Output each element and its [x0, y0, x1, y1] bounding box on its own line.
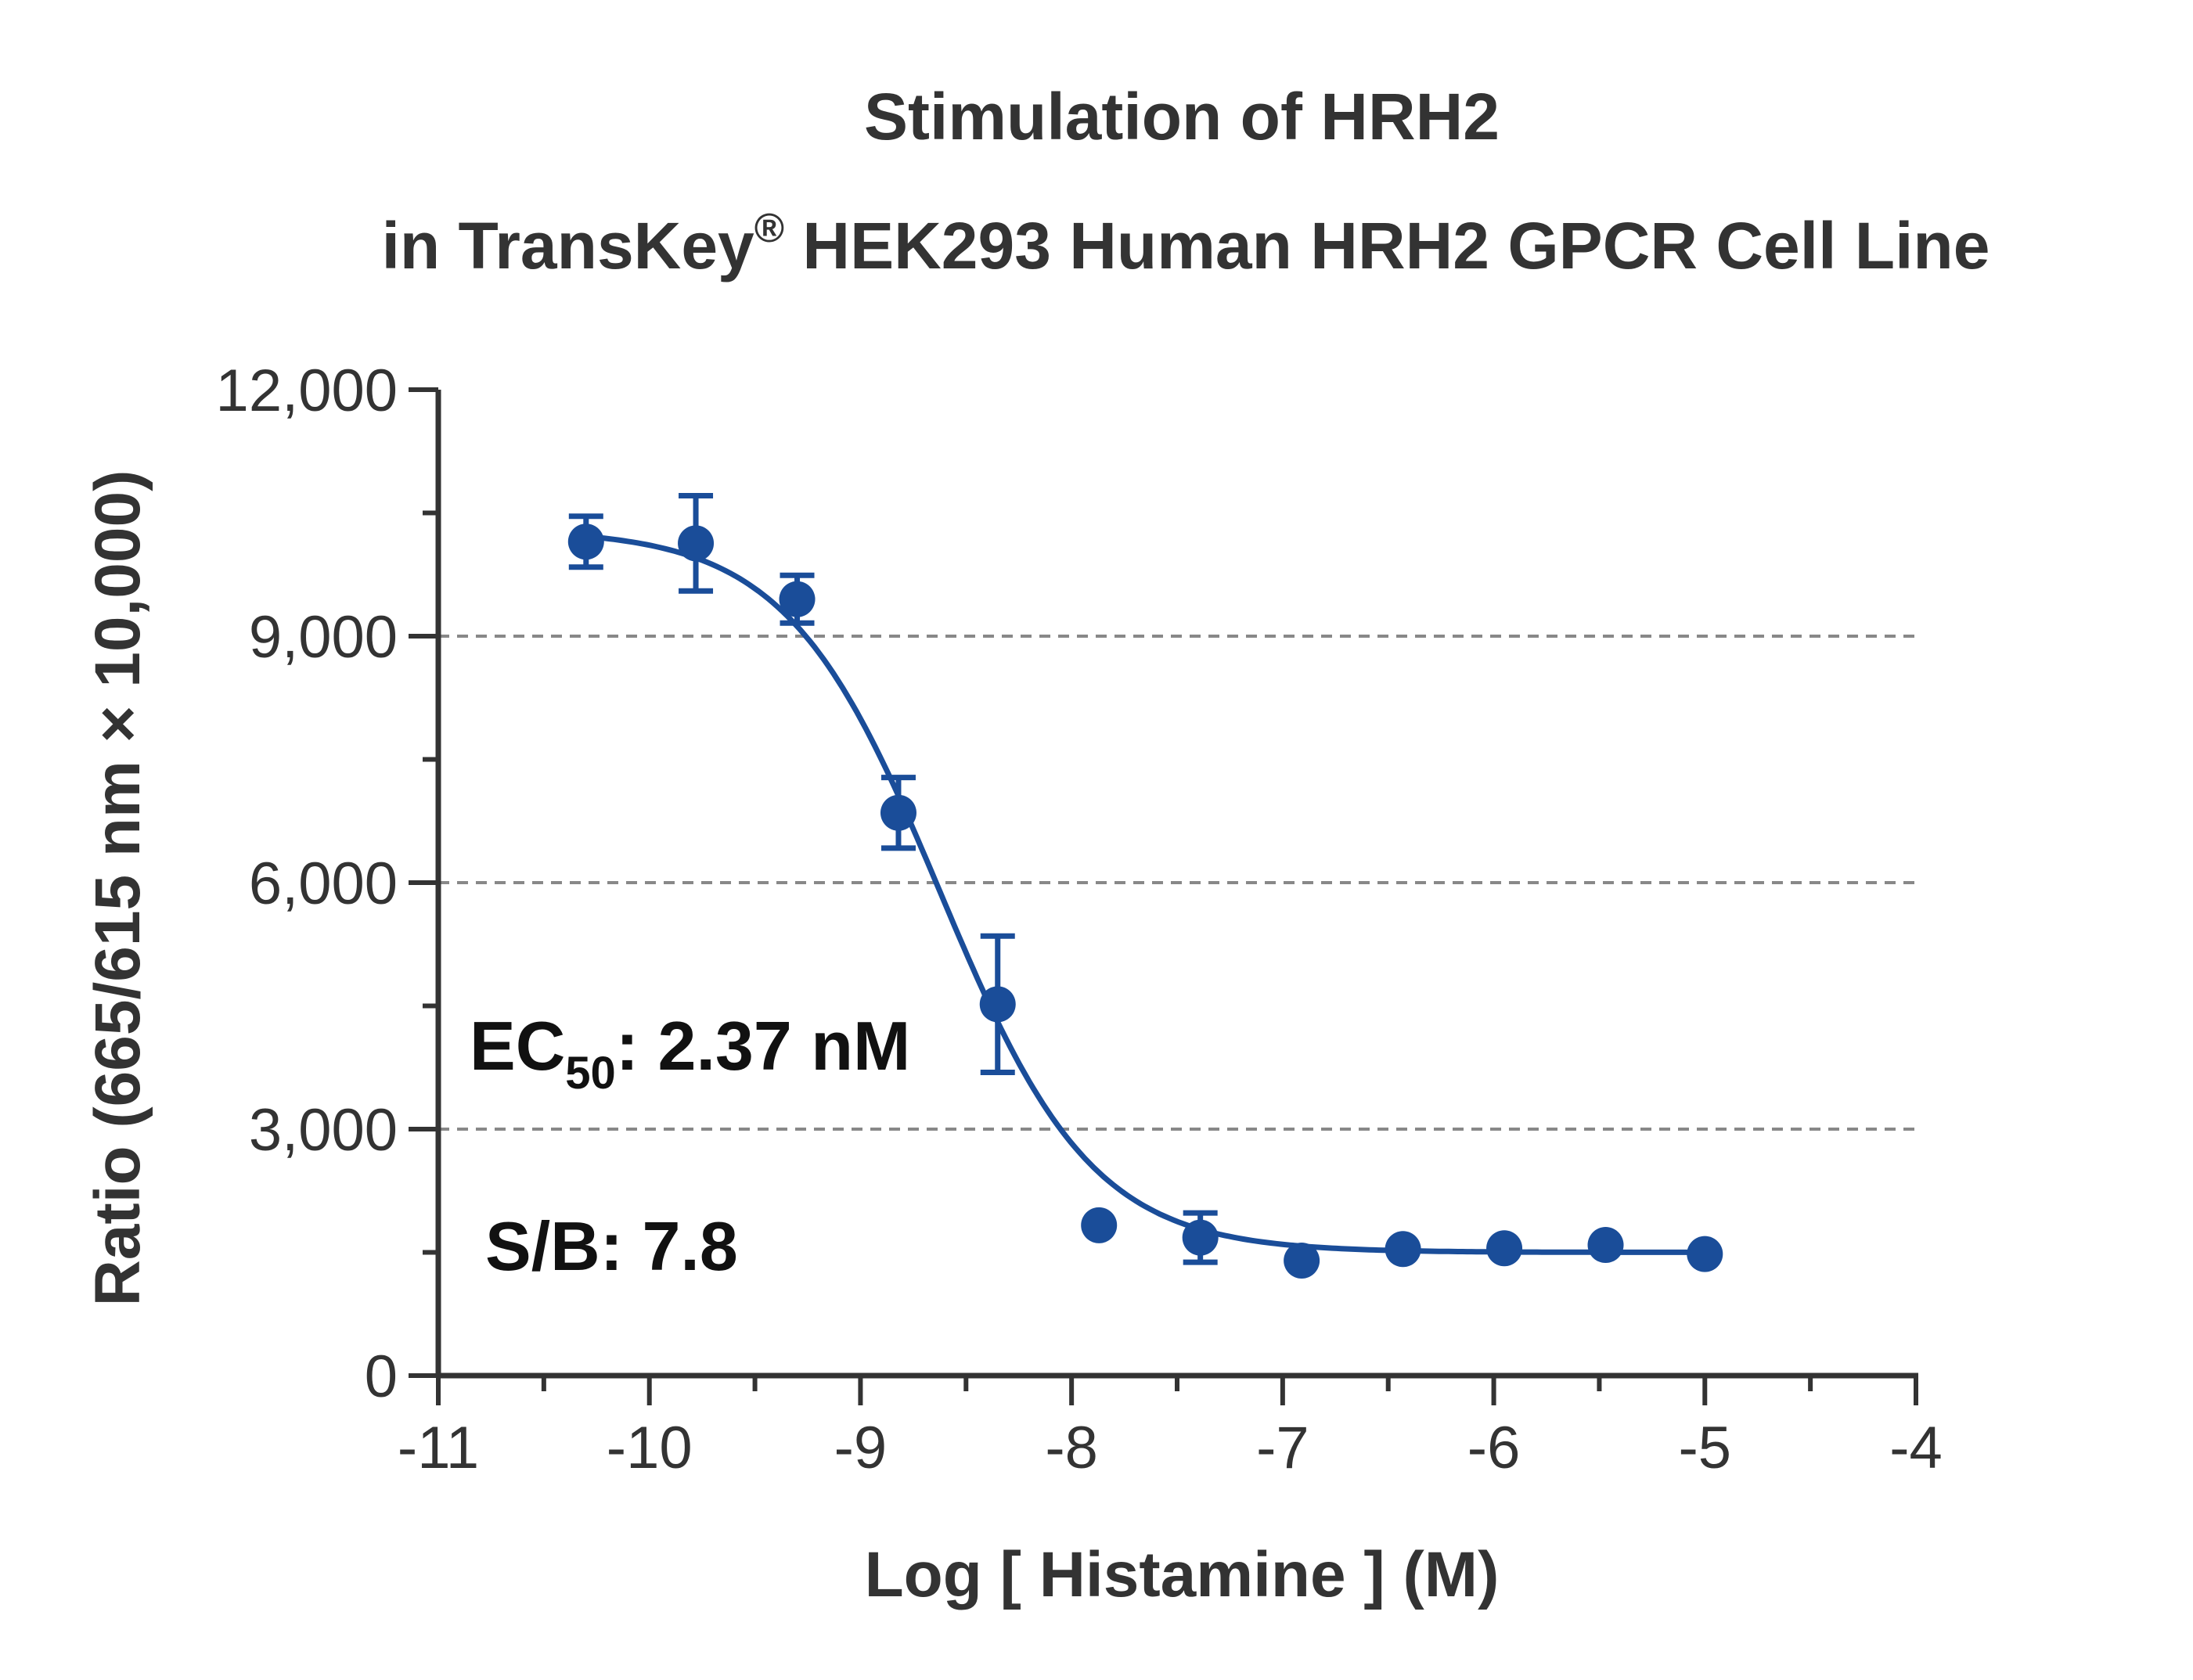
data-point: [1182, 1219, 1219, 1256]
data-point: [1081, 1207, 1118, 1243]
x-tick-label: -4: [1889, 1415, 1943, 1481]
y-axis-title: Ratio (665/615 nm × 10,000): [82, 470, 153, 1307]
chart-title: Stimulation of HRH2: [864, 80, 1500, 153]
data-point: [979, 986, 1016, 1023]
y-axis-ticks: 0 3,000 6,000 9,000 12,000: [216, 358, 438, 1410]
error-bars: [568, 492, 1218, 1265]
data-point: [779, 581, 816, 617]
data-point: [880, 794, 916, 831]
data-point: [678, 525, 715, 562]
data-point: [567, 523, 604, 560]
data-point: [1385, 1231, 1421, 1268]
x-axis-ticks: -11 -10 -9 -8 -7 -6 -5 -4: [398, 1376, 1943, 1481]
x-tick-label: -5: [1678, 1415, 1731, 1481]
subtitle-text-before: in TransKey: [382, 209, 754, 282]
x-tick-label: -7: [1256, 1415, 1309, 1481]
y-tick-label: 3,000: [249, 1097, 398, 1164]
x-tick-label: -8: [1045, 1415, 1098, 1481]
data-points: [567, 523, 1723, 1279]
grid-lines: [438, 635, 1916, 1131]
x-tick-label: -11: [398, 1415, 479, 1481]
y-tick-label: 0: [365, 1344, 398, 1410]
data-point: [1486, 1230, 1523, 1267]
fit-curve: [585, 533, 1705, 1255]
ec50-annotation: EC50: 2.37 nM: [470, 1007, 910, 1099]
sb-annotation: S/B: 7.8: [485, 1207, 738, 1285]
y-tick-label: 6,000: [249, 851, 398, 917]
x-tick-label: -9: [834, 1415, 888, 1481]
y-tick-label: 9,000: [249, 604, 398, 671]
data-point: [1587, 1227, 1624, 1264]
data-point: [1687, 1236, 1723, 1272]
x-axis-title: Log [ Histamine ] (M): [865, 1539, 1500, 1610]
data-point: [1284, 1243, 1320, 1279]
x-tick-label: -10: [607, 1415, 693, 1481]
chart-subtitle: in TransKey® HEK293 Human HRH2 GPCR Cell…: [382, 206, 1990, 282]
y-tick-label: 12,000: [216, 358, 398, 424]
subtitle-text-after: HEK293 Human HRH2 GPCR Cell Line: [784, 209, 1990, 282]
registered-mark: ®: [754, 206, 784, 251]
x-tick-label: -6: [1467, 1415, 1521, 1481]
